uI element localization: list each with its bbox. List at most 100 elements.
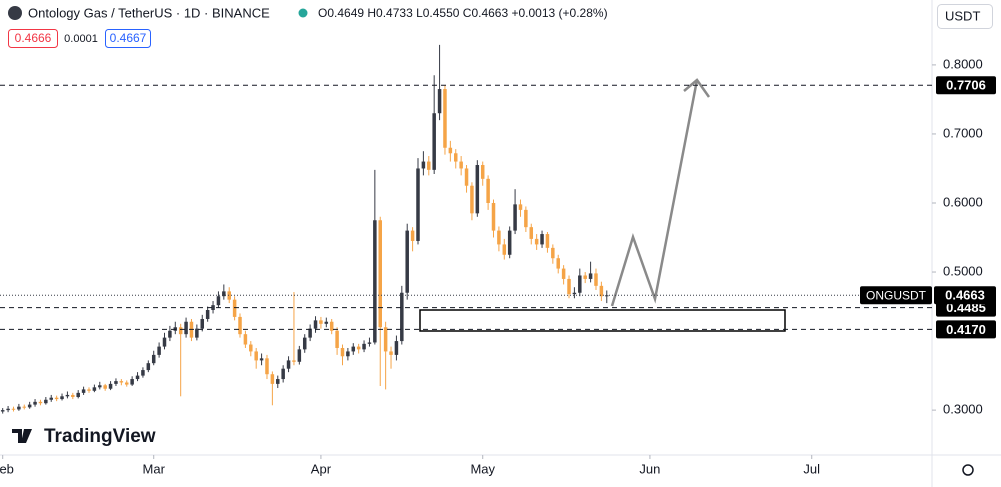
candle-body: [87, 389, 91, 391]
candle-body: [49, 397, 53, 400]
candle-body: [276, 379, 280, 384]
candle-body: [119, 381, 124, 383]
x-tick-label: Feb: [0, 461, 14, 476]
candle-body: [416, 168, 420, 241]
candle-body: [346, 351, 350, 357]
candle-body: [249, 344, 253, 352]
candle-body: [11, 408, 16, 410]
candle-body: [0, 410, 5, 412]
candle-body: [378, 220, 382, 328]
y-tick-label: 0.3000: [943, 402, 983, 417]
chart-title: Ontology Gas / TetherUS · 1D · BINANCE: [28, 5, 270, 20]
candle-body: [405, 230, 409, 293]
last-price-name: ONGUSDT: [866, 288, 927, 302]
candle-body: [157, 346, 161, 355]
candle-body: [497, 230, 501, 245]
candle-body: [297, 349, 302, 362]
ohlc-header: O0.4649 H0.4733 L0.4550 C0.4663 +0.0013 …: [318, 6, 608, 20]
candle-body: [200, 318, 205, 329]
candle-body: [470, 185, 474, 214]
candle-body: [524, 209, 528, 228]
y-tick-label: 0.7000: [943, 125, 983, 140]
bid-box[interactable]: [8, 29, 58, 48]
candle-body: [362, 343, 366, 350]
candle-body: [162, 337, 167, 347]
candle-body: [329, 321, 334, 331]
candle-body: [254, 351, 258, 361]
candle-body: [281, 368, 285, 380]
candle-body: [184, 321, 188, 335]
candle-body: [567, 278, 571, 295]
settings-icon[interactable]: [962, 464, 974, 476]
candle-body: [324, 321, 329, 324]
candle-body: [383, 327, 388, 352]
candle-body: [232, 299, 237, 317]
candle-body: [351, 346, 356, 352]
candle-body: [286, 360, 291, 369]
candle-body: [27, 404, 32, 408]
plot-area: [0, 44, 609, 414]
candle-body: [135, 375, 140, 380]
candle-body: [453, 153, 458, 162]
price-label-box: [936, 76, 996, 95]
candle-body: [421, 161, 426, 169]
candle-body: [518, 204, 523, 210]
candle-body: [534, 238, 539, 245]
candle-body: [238, 316, 242, 335]
candle-body: [216, 296, 221, 306]
candle-body: [124, 382, 129, 385]
candle-body: [114, 381, 118, 384]
last-price-box: [934, 286, 996, 305]
candle-body: [130, 379, 134, 385]
currency-button[interactable]: [937, 4, 993, 29]
candle-body: [33, 401, 37, 405]
candle-body: [459, 161, 463, 169]
symbol-icon: [8, 6, 22, 20]
candle-body: [195, 328, 199, 338]
candle-body: [168, 330, 172, 338]
candle-body: [146, 363, 151, 371]
candle-body: [227, 291, 231, 300]
candle-body: [491, 202, 496, 231]
ask: 0.4667: [110, 31, 147, 45]
candle-body: [475, 165, 480, 214]
candle-body: [335, 330, 339, 348]
y-tick-label: 0.6000: [943, 194, 983, 209]
candle-body: [480, 165, 485, 179]
arrow-head: [683, 78, 711, 98]
candle-body: [529, 227, 534, 239]
candle-body: [54, 397, 59, 400]
candle-body: [81, 389, 86, 393]
candle-body: [437, 89, 442, 114]
candle-body: [259, 358, 264, 361]
candle-body: [583, 275, 587, 279]
candle-body: [313, 320, 318, 329]
candle-body: [98, 385, 102, 388]
candle-body: [507, 230, 512, 255]
price-label: 0.4170: [946, 322, 986, 337]
candle-body: [319, 320, 323, 324]
x-tick-label: May: [470, 461, 495, 476]
candle-body: [572, 292, 577, 295]
candle-body: [594, 273, 598, 286]
x-tick-label: Mar: [143, 461, 166, 476]
forecast-arrow: [610, 79, 699, 307]
candle-body: [432, 113, 436, 170]
candle-body: [410, 230, 415, 241]
candle-body: [367, 342, 372, 344]
ask-box[interactable]: [105, 29, 151, 48]
candle-body: [60, 396, 64, 400]
candle-body: [243, 334, 248, 345]
candle-body: [356, 346, 361, 350]
x-tick-label: Jul: [803, 461, 820, 476]
price-label: 0.7706: [946, 78, 986, 93]
candle-body: [486, 178, 490, 203]
candle-body: [502, 244, 507, 255]
candle-body: [178, 327, 183, 335]
candle-body: [551, 247, 555, 259]
candle-body: [302, 337, 307, 350]
candle-body: [588, 273, 593, 279]
candle-body: [270, 374, 275, 384]
candle-body: [292, 360, 296, 362]
